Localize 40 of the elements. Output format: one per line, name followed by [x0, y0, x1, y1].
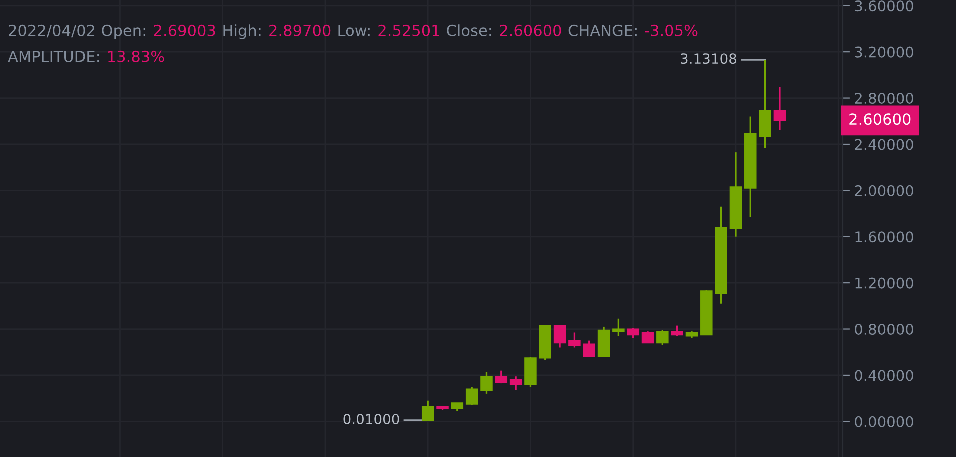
candlestick — [422, 400, 434, 422]
y-tick-label: 0.40000 — [855, 370, 914, 382]
annotation: 2.52501 — [378, 24, 440, 36]
candlestick — [612, 318, 625, 338]
y-tick-label: 0.00000 — [855, 416, 914, 428]
text: 2.60600 — [850, 114, 911, 126]
annotation: 2.60600 — [500, 24, 562, 36]
y-tick-label: 3.60000 — [855, 0, 914, 12]
candlestick — [554, 324, 566, 349]
text: 2.89700 — [270, 24, 331, 36]
candlestick — [627, 327, 640, 340]
candlestick — [495, 370, 508, 384]
y-tick-label: 0.80000 — [855, 324, 914, 336]
text: AMPLITUDE: — [8, 51, 100, 62]
text: 0.01000 — [344, 414, 400, 425]
y-tick-label: 1.20000 — [856, 278, 914, 289]
text: 13.83% — [108, 50, 164, 62]
text: Open: — [102, 24, 146, 40]
candlestick — [642, 330, 654, 344]
annotation: CHANGE: — [568, 24, 637, 36]
candlestick — [583, 340, 596, 358]
y-tick-label: 1.60000 — [856, 232, 914, 243]
text: High: — [224, 24, 261, 40]
candlestick — [568, 332, 581, 349]
y-tick-label: 2.40000 — [855, 139, 914, 150]
candlestick — [656, 330, 669, 346]
candlestick — [480, 371, 493, 395]
candlestick — [510, 376, 522, 392]
text: 2.69003 — [154, 24, 216, 36]
y-tick-label: 2.80000 — [855, 93, 914, 104]
text: Low: — [338, 25, 370, 36]
annotation: -3.05% — [645, 24, 698, 36]
annotation: 3.13108 — [681, 54, 736, 64]
candlestick — [774, 86, 786, 131]
candlestick — [466, 386, 478, 406]
annotation: Close: — [447, 24, 492, 36]
y-tick-label: 2.00000 — [855, 185, 914, 196]
y-tick-label: 3.20000 — [855, 46, 914, 58]
candlestick — [671, 324, 684, 338]
text: 2022/04/02 — [9, 24, 95, 38]
